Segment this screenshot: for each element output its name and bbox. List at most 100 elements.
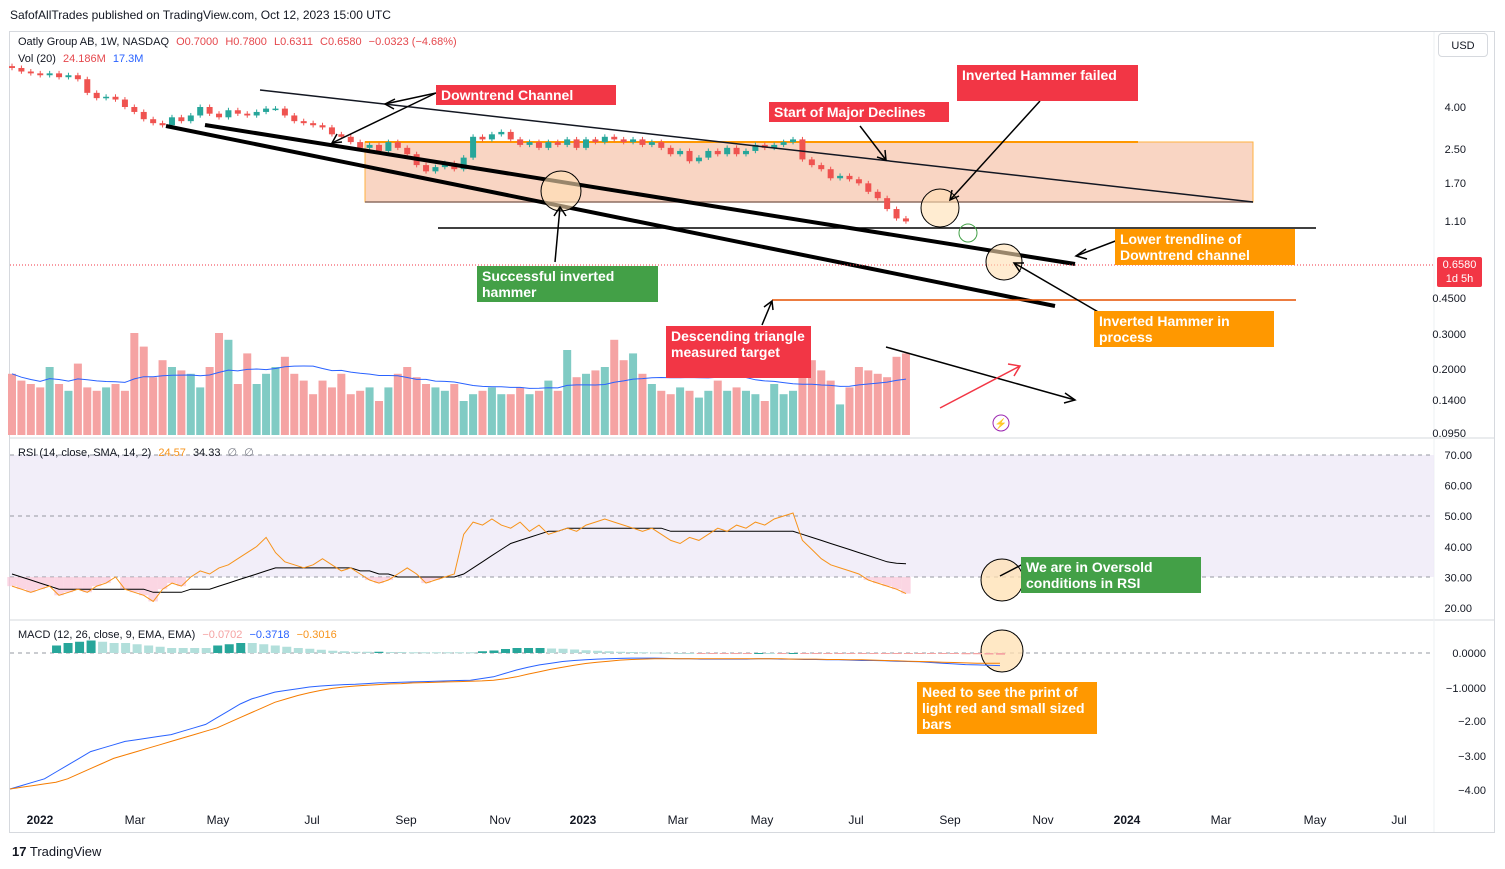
rsi-oversold-segment xyxy=(873,577,883,584)
macd-hist-bar xyxy=(949,653,959,654)
outer-channel-trendline[interactable] xyxy=(165,124,1056,308)
macd-hist-bar xyxy=(443,652,453,654)
candle-body xyxy=(375,144,382,151)
volume-bar xyxy=(487,387,496,435)
volume-bar xyxy=(346,394,355,435)
candle-body xyxy=(37,73,44,76)
volume-bar xyxy=(403,367,412,435)
volume-bar xyxy=(497,394,506,435)
time-axis[interactable]: 2022 Mar May Jul Sep Nov 2023 Mar May Jul Sep Nov 20… xyxy=(27,813,1407,827)
note-lower-trendline: Lower trendline of Downtrend channel xyxy=(1115,229,1295,265)
candle-body xyxy=(112,96,119,100)
macd-hist-bar xyxy=(535,648,545,653)
candle-body xyxy=(216,113,223,118)
macd-hist-bar xyxy=(892,653,902,654)
volume-bar xyxy=(8,373,16,435)
tradingview-logo[interactable]: 17 TradingView xyxy=(12,844,101,859)
rsi-axis[interactable]: 70.00 60.00 50.00 40.00 30.00 20.00 xyxy=(1444,450,1472,615)
macd-axis-label: −3.00 xyxy=(1458,751,1486,763)
candle-body xyxy=(564,139,571,145)
volume-bar xyxy=(139,346,148,435)
volume-bar xyxy=(789,390,798,435)
volume-bar xyxy=(64,390,73,435)
main-legend[interactable]: Oatly Group AB, 1W, NASDAQ O0.7000 H0.78… xyxy=(18,36,461,48)
volume-bar xyxy=(836,404,845,435)
candle-body xyxy=(338,134,345,137)
volume-bar xyxy=(412,377,421,435)
candle-body xyxy=(423,165,430,172)
macd-hist-bar xyxy=(547,648,557,653)
candle-body xyxy=(790,139,797,143)
volume-bar xyxy=(177,370,186,435)
note-start-major-declines: Start of Major Declines xyxy=(769,102,949,122)
candle-body xyxy=(385,142,392,151)
macd-line xyxy=(9,657,1001,790)
upper-channel-trendline[interactable] xyxy=(259,89,1254,203)
volume-bar xyxy=(600,367,609,435)
price-axis-label: 0.3000 xyxy=(1432,329,1466,341)
candle-body xyxy=(865,183,872,192)
rsi-value: 24.57 xyxy=(158,447,186,459)
volume-bar xyxy=(469,394,478,435)
time-axis-label: 2023 xyxy=(570,813,597,827)
volume-bar xyxy=(892,356,901,435)
high-value: H0.7800 xyxy=(225,36,267,48)
price-axis-label: 1.70 xyxy=(1445,178,1466,190)
price-axis[interactable]: 4.00 2.50 1.70 1.10 0.4500 0.3000 0.2000 0.1400… xyxy=(1432,102,1466,440)
macd-legend[interactable]: MACD (12, 26, close, 9, EMA, EMA) −0.070… xyxy=(18,629,341,641)
candle-body xyxy=(18,67,25,72)
rsi-axis-label: 40.00 xyxy=(1444,542,1472,554)
price-axis-label: 0.2000 xyxy=(1432,364,1466,376)
candle-body xyxy=(404,147,411,155)
candle-body xyxy=(724,147,731,155)
tradingview-brand: TradingView xyxy=(29,844,102,859)
candle-body xyxy=(46,73,53,76)
macd-hist-bar xyxy=(385,652,395,653)
volume-bar xyxy=(83,387,92,435)
volume-bar xyxy=(243,353,252,435)
macd-axis[interactable]: 0.0000 −1.0000 −2.00 −3.00 −4.00 xyxy=(1446,648,1486,797)
rsi-oversold-segment xyxy=(863,577,874,581)
macd-hist-bar xyxy=(236,643,246,653)
volume-bar xyxy=(845,387,854,435)
volume-legend[interactable]: Vol (20) 24.186M 17.3M xyxy=(18,53,147,65)
macd-value: −0.3718 xyxy=(249,629,290,641)
macd-hist-bar xyxy=(765,653,775,654)
macd-hist-bar xyxy=(501,649,510,653)
volume-bar xyxy=(45,367,54,435)
macd-hist-bar xyxy=(662,652,672,654)
volume-bar xyxy=(901,353,910,435)
volume-bar xyxy=(638,373,647,435)
candle-body xyxy=(291,115,298,122)
macd-hist-bar xyxy=(558,648,568,653)
macd-hist-bar xyxy=(293,648,303,653)
volume-ma-value: 17.3M xyxy=(112,53,144,65)
volume-bar xyxy=(299,380,308,435)
candle-body xyxy=(206,107,213,114)
volume-bar xyxy=(563,350,572,435)
price-axis-label: 4.00 xyxy=(1445,102,1466,114)
macd-axis-label: −4.00 xyxy=(1458,785,1486,797)
volume-bar xyxy=(582,373,591,435)
volume-bar xyxy=(817,370,826,435)
note-inverted-hammer-failed: Inverted Hammer failed xyxy=(957,65,1138,101)
time-axis-label: Jul xyxy=(848,813,863,827)
close-value: C0.6580 xyxy=(320,36,362,48)
currency-button[interactable]: USD xyxy=(1438,33,1488,57)
volume-bar xyxy=(186,373,195,435)
lower-channel-trendline[interactable] xyxy=(204,123,1076,266)
candle-body xyxy=(507,131,514,140)
candle-body xyxy=(93,92,100,99)
note-oversold: We are in Oversold conditions in RSI xyxy=(1021,557,1201,593)
candle-body xyxy=(686,150,693,162)
macd-hist-bar xyxy=(742,653,752,654)
candle-body xyxy=(328,127,335,135)
candle-body xyxy=(630,139,637,143)
volume-bars xyxy=(8,333,910,435)
lightning-icon[interactable] xyxy=(992,414,1010,432)
rsi-legend[interactable]: RSI (14, close, SMA, 14, 2) 24.57 34.33 … xyxy=(18,446,258,459)
rsi-axis-label: 60.00 xyxy=(1444,481,1472,493)
rsi-oversold-segment xyxy=(176,577,187,587)
volume-bar xyxy=(544,380,553,435)
